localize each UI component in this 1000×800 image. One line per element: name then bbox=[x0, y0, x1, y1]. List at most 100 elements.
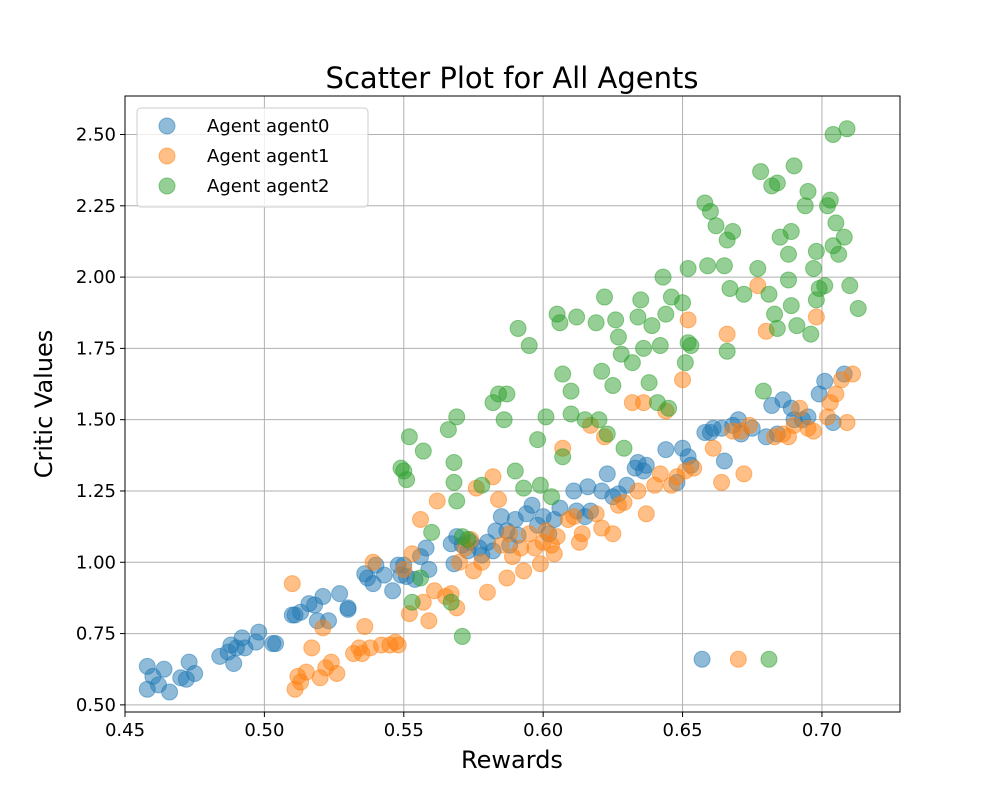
data-point bbox=[779, 271, 797, 289]
data-point bbox=[523, 496, 541, 514]
legend-marker bbox=[158, 177, 176, 195]
data-point bbox=[473, 476, 491, 494]
data-point bbox=[225, 655, 243, 673]
data-point bbox=[451, 553, 469, 571]
data-point bbox=[682, 337, 700, 355]
series-1 bbox=[283, 277, 862, 698]
data-point bbox=[400, 428, 418, 446]
data-point bbox=[838, 414, 856, 432]
data-point bbox=[735, 465, 753, 483]
y-tick-label: 1.00 bbox=[76, 552, 116, 573]
data-point bbox=[796, 197, 814, 215]
data-point bbox=[445, 473, 463, 491]
data-point bbox=[492, 508, 510, 526]
y-axis: 0.50 0.75 1.00 1.25 1.50 1.75 2.00 2.25 2.50 bbox=[76, 125, 125, 716]
plot-frame bbox=[124, 95, 901, 713]
data-point bbox=[651, 337, 669, 355]
data-point bbox=[573, 525, 591, 543]
data-point bbox=[303, 639, 321, 657]
data-point bbox=[155, 660, 173, 678]
data-point bbox=[821, 394, 839, 412]
data-point bbox=[459, 530, 477, 548]
data-point bbox=[740, 416, 758, 434]
data-point bbox=[412, 511, 429, 528]
data-point bbox=[398, 471, 416, 489]
data-point bbox=[545, 545, 563, 563]
data-point bbox=[520, 525, 538, 543]
data-point bbox=[715, 452, 733, 470]
legend-label: Agent agent1 bbox=[207, 146, 329, 167]
data-point bbox=[554, 365, 572, 383]
data-point bbox=[816, 372, 834, 390]
x-tick-label: 0.70 bbox=[802, 720, 842, 741]
data-point bbox=[314, 588, 332, 605]
data-point bbox=[587, 505, 605, 523]
y-tick-label: 0.50 bbox=[76, 695, 116, 716]
data-point bbox=[568, 308, 586, 326]
data-point bbox=[830, 245, 848, 263]
data-point bbox=[515, 479, 533, 497]
data-point bbox=[609, 328, 627, 346]
data-point bbox=[657, 441, 675, 459]
data-point bbox=[676, 354, 694, 372]
data-point bbox=[495, 411, 513, 429]
data-point bbox=[849, 299, 867, 317]
data-point bbox=[531, 555, 549, 573]
data-point bbox=[186, 665, 204, 682]
x-tick-label: 0.60 bbox=[523, 720, 563, 741]
data-point bbox=[403, 545, 421, 563]
y-tick-label: 1.25 bbox=[76, 481, 116, 502]
data-point bbox=[718, 342, 736, 360]
y-tick-label: 1.75 bbox=[76, 338, 116, 359]
data-point bbox=[657, 305, 675, 323]
data-point bbox=[531, 476, 549, 494]
data-point bbox=[754, 382, 772, 400]
data-point bbox=[615, 493, 633, 511]
data-point bbox=[701, 203, 719, 220]
data-point bbox=[598, 465, 616, 483]
data-point bbox=[679, 311, 697, 329]
points-layer bbox=[138, 120, 867, 701]
data-point bbox=[529, 431, 547, 449]
data-point bbox=[604, 376, 622, 394]
data-point bbox=[766, 305, 784, 323]
data-point bbox=[807, 308, 825, 326]
data-point bbox=[473, 553, 491, 571]
data-point bbox=[651, 465, 669, 483]
data-point bbox=[596, 288, 613, 306]
data-point bbox=[693, 650, 711, 668]
data-point bbox=[543, 488, 561, 506]
data-point bbox=[442, 593, 460, 611]
data-point bbox=[637, 505, 655, 523]
data-point bbox=[267, 635, 285, 653]
data-point bbox=[356, 617, 374, 635]
data-point bbox=[498, 569, 516, 587]
data-point bbox=[420, 612, 438, 630]
data-point bbox=[551, 314, 569, 332]
data-point bbox=[760, 285, 778, 303]
data-point bbox=[375, 566, 393, 584]
data-point bbox=[537, 408, 555, 426]
data-point bbox=[768, 174, 786, 192]
data-point bbox=[492, 536, 510, 554]
data-point bbox=[827, 214, 845, 232]
data-point bbox=[501, 525, 519, 543]
data-point bbox=[161, 683, 179, 701]
x-axis: 0.45 0.50 0.55 0.60 0.65 0.70 bbox=[105, 712, 842, 741]
data-point bbox=[453, 627, 471, 645]
data-point bbox=[635, 339, 653, 357]
data-point bbox=[590, 411, 608, 429]
data-point bbox=[805, 422, 823, 440]
data-point bbox=[328, 665, 346, 682]
data-point bbox=[735, 285, 753, 303]
x-tick-label: 0.45 bbox=[105, 720, 145, 741]
data-point bbox=[782, 222, 800, 240]
data-point bbox=[835, 228, 853, 246]
y-tick-label: 2.50 bbox=[76, 125, 116, 146]
legend-label: Agent agent2 bbox=[207, 176, 329, 197]
data-point bbox=[841, 277, 859, 295]
legend-label: Agent agent0 bbox=[207, 116, 329, 137]
data-point bbox=[802, 325, 820, 343]
